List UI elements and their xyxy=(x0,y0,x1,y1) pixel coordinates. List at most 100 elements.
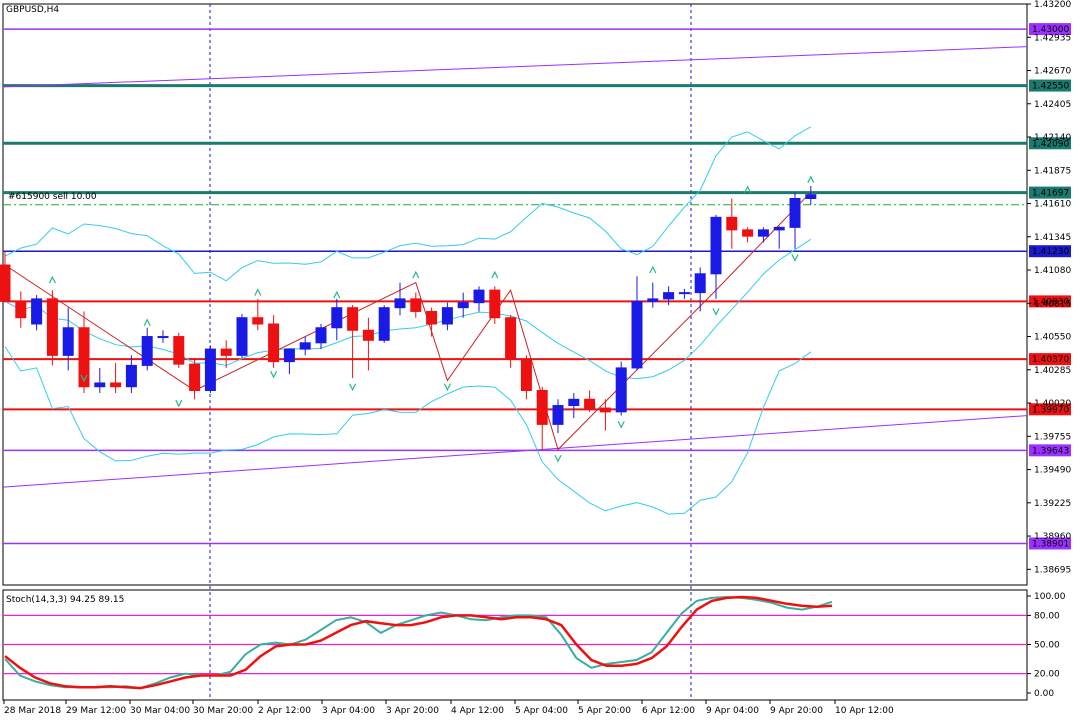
candle[interactable] xyxy=(141,327,153,371)
stochastic-label: Stoch(14,3,3) 94.25 89.15 xyxy=(6,595,124,605)
price-tick-label: 1.41080 xyxy=(1034,266,1071,276)
candle[interactable] xyxy=(46,290,58,366)
candle[interactable] xyxy=(568,393,580,419)
candle[interactable] xyxy=(663,286,675,306)
candle[interactable] xyxy=(631,276,643,371)
horizontal-levels[interactable]: 1.43000 1.42550 1.42090 1.41697 1.41230 1.408… xyxy=(3,23,1071,550)
time-tick-label: 29 Mar 12:00 xyxy=(66,706,126,716)
level-tag xyxy=(1029,403,1071,416)
candle[interactable] xyxy=(789,192,801,249)
candle[interactable] xyxy=(236,313,248,358)
candle[interactable] xyxy=(536,386,548,450)
candle[interactable] xyxy=(773,226,785,249)
candle[interactable] xyxy=(62,307,74,371)
candle-body xyxy=(773,226,785,231)
candle[interactable] xyxy=(426,307,438,337)
candle[interactable] xyxy=(599,399,611,431)
time-tick-label: 5 Apr 04:00 xyxy=(515,706,568,716)
candle[interactable] xyxy=(331,298,343,341)
candle-body xyxy=(15,300,27,319)
candle-body xyxy=(157,336,169,339)
fractal-up-arrow xyxy=(649,265,657,274)
fractal-down-arrow xyxy=(617,421,625,429)
candle[interactable] xyxy=(252,298,264,331)
fractal-down-arrow xyxy=(712,308,720,316)
candle[interactable] xyxy=(473,286,485,312)
candle[interactable] xyxy=(757,227,769,243)
candle[interactable] xyxy=(584,390,596,412)
candle[interactable] xyxy=(552,399,564,434)
candle[interactable] xyxy=(615,361,627,416)
candle[interactable] xyxy=(678,288,690,299)
candle[interactable] xyxy=(347,305,359,378)
fractal-down-arrow xyxy=(554,454,562,463)
candle[interactable] xyxy=(378,305,390,343)
trend-lines[interactable] xyxy=(2,46,1028,488)
level-tag xyxy=(1029,245,1071,258)
candle[interactable] xyxy=(726,198,738,249)
candlesticks[interactable] xyxy=(0,185,817,450)
candle[interactable] xyxy=(268,315,280,368)
candle[interactable] xyxy=(489,286,501,324)
candle[interactable] xyxy=(647,282,659,308)
candle[interactable] xyxy=(189,357,201,400)
candle[interactable] xyxy=(299,336,311,356)
candle[interactable] xyxy=(710,214,722,299)
stoch-tick-label: 80.00 xyxy=(1034,611,1060,621)
fractal-down-arrow xyxy=(443,383,451,392)
level-tag-label: 1.40370 xyxy=(1032,355,1069,365)
candle-body xyxy=(31,298,43,325)
candle[interactable] xyxy=(94,367,106,394)
candle[interactable] xyxy=(394,282,406,316)
candle[interactable] xyxy=(31,295,43,331)
fractal-down-arrow xyxy=(270,370,278,379)
level-tag-label: 1.39970 xyxy=(1032,405,1069,415)
level-tag-label: 1.41230 xyxy=(1032,247,1069,257)
candle[interactable] xyxy=(0,251,11,302)
time-tick-label: 30 Mar 20:00 xyxy=(193,706,253,716)
candle-body xyxy=(489,289,501,319)
candle[interactable] xyxy=(204,345,216,394)
candle[interactable] xyxy=(157,330,169,343)
candle[interactable] xyxy=(742,227,754,243)
candle[interactable] xyxy=(283,348,295,375)
fractal-up-arrow xyxy=(333,290,341,299)
candle[interactable] xyxy=(15,291,27,328)
stochastic-panel[interactable]: 100.00 80.00 50.00 20.00 0.00 xyxy=(3,592,1066,699)
price-tick-label: 1.43200 xyxy=(1034,0,1071,10)
candle[interactable] xyxy=(805,185,817,205)
level-tag xyxy=(1029,79,1071,92)
candle[interactable] xyxy=(505,315,517,368)
time-axis: 28 Mar 2018 29 Mar 12:00 30 Mar 04:00 30 Ma… xyxy=(3,700,894,716)
candle[interactable] xyxy=(694,267,706,312)
channel-upper[interactable] xyxy=(2,46,1028,88)
price-tick-label: 1.42670 xyxy=(1034,67,1071,77)
price-axis: 1.43200 1.42935 1.42670 1.42405 1.42140 1.418… xyxy=(1027,0,1071,575)
candle[interactable] xyxy=(220,340,232,368)
candle[interactable] xyxy=(110,362,122,394)
stoch-tick-label: 20.00 xyxy=(1034,670,1060,680)
time-tick-label: 10 Apr 12:00 xyxy=(835,706,894,716)
level-tag xyxy=(1029,137,1071,150)
fractal-up-arrow xyxy=(807,175,815,183)
channel-lower[interactable] xyxy=(2,415,1028,488)
candle[interactable] xyxy=(362,317,374,371)
time-tick-label: 30 Mar 04:00 xyxy=(130,706,190,716)
candle[interactable] xyxy=(520,355,532,400)
price-tick-label: 1.40285 xyxy=(1034,366,1071,376)
price-tick-label: 1.41875 xyxy=(1034,166,1071,176)
candle[interactable] xyxy=(457,292,469,318)
time-tick-label: 3 Apr 04:00 xyxy=(322,706,375,716)
level-tag xyxy=(1029,295,1071,308)
candle-body xyxy=(220,348,232,356)
candle-body xyxy=(615,367,627,413)
candle[interactable] xyxy=(315,323,327,350)
candle-body xyxy=(473,289,485,304)
candle-body xyxy=(457,302,469,309)
candle[interactable] xyxy=(173,332,185,368)
candle[interactable] xyxy=(410,292,422,318)
candle[interactable] xyxy=(78,311,90,394)
candle[interactable] xyxy=(125,355,137,394)
candle[interactable] xyxy=(441,302,453,331)
